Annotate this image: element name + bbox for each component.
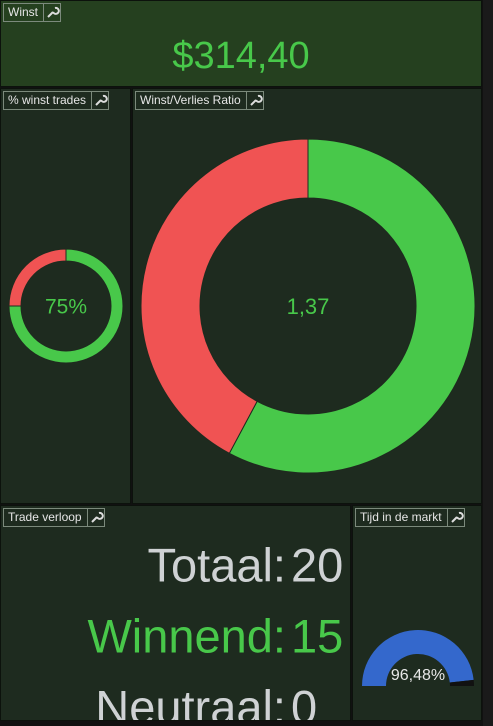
scrollbar[interactable]: [483, 0, 493, 726]
settings-button[interactable]: [91, 92, 108, 109]
settings-button[interactable]: [446, 509, 464, 526]
panel-title: Winst/Verlies Ratio: [135, 91, 264, 110]
center-label: 1,37: [287, 294, 330, 319]
gauge-fill: [362, 629, 474, 686]
donut-segment: [8, 248, 124, 364]
stat-value: 20: [291, 538, 342, 591]
panel-title: Tijd in de markt: [355, 508, 465, 527]
panel-title: % winst trades: [3, 91, 110, 110]
settings-button[interactable]: [43, 4, 60, 21]
tijd-panel: Tijd in de markt 96,48%: [352, 505, 482, 721]
stat-label: Neutraal:: [95, 680, 286, 720]
ratio-panel: Winst/Verlies Ratio 1,37: [132, 88, 482, 504]
settings-button[interactable]: [86, 509, 104, 526]
stat-label: Totaal:: [148, 538, 286, 591]
title-text: % winst trades: [8, 93, 87, 107]
panel-title: Trade verloop: [3, 508, 105, 527]
donut-segment: [140, 138, 309, 454]
win-trades-panel: % winst trades 75%: [0, 88, 131, 504]
center-label: 75%: [45, 296, 87, 319]
winst-value: $314,40: [172, 35, 310, 77]
donut-chart: 75%: [8, 248, 124, 364]
gauge-chart: 96,48%: [362, 629, 474, 686]
settings-button[interactable]: [245, 92, 263, 109]
gauge-label: 96,48%: [391, 667, 445, 684]
donut-segment: [8, 248, 67, 307]
title-text: Trade verloop: [8, 510, 82, 524]
donut-segment: [228, 138, 476, 474]
panel-title: Winst: [3, 3, 61, 22]
donut-chart: 1,37: [140, 138, 476, 474]
title-text: Winst: [8, 5, 38, 19]
stat-value: 0: [291, 680, 317, 720]
trade-verloop-panel: Trade verloop Totaal: 20 Winnend: 15 Neutraa…: [0, 505, 351, 721]
title-text: Winst/Verlies Ratio: [140, 93, 241, 107]
winst-panel: Winst $314,40: [0, 0, 482, 87]
title-text: Tijd in de markt: [360, 510, 442, 524]
stat-value: 15: [291, 609, 342, 662]
gauge-rest: [449, 679, 474, 686]
stat-label: Winnend:: [87, 609, 286, 662]
